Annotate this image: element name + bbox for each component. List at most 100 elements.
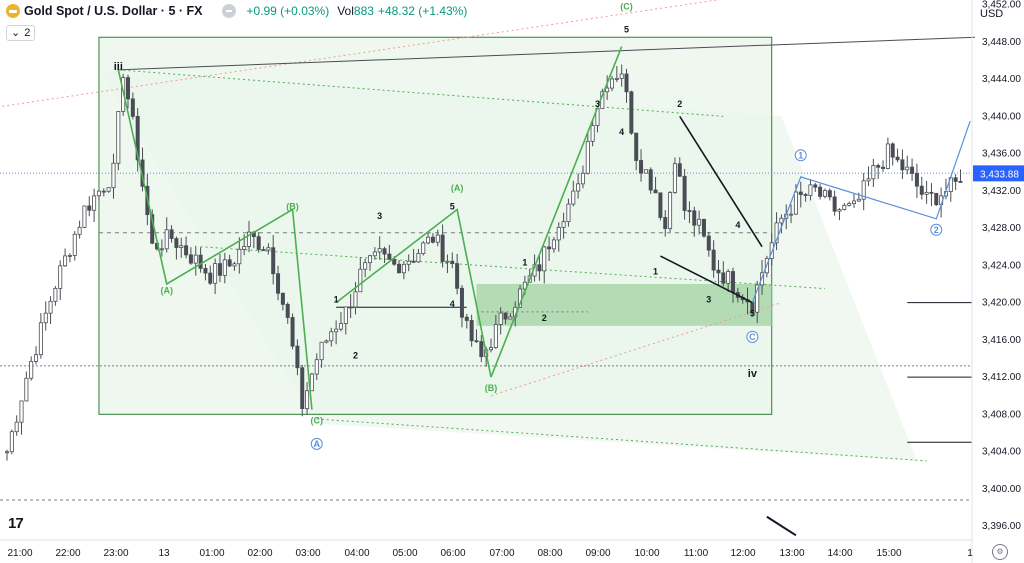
candle-body — [416, 253, 421, 263]
x-tick-label: 1 — [967, 548, 973, 559]
wave-label-circle — [746, 330, 759, 343]
y-tick-label: 3,404.00 — [982, 447, 1021, 458]
wave-label: C — [749, 332, 756, 342]
candle-body — [885, 143, 890, 169]
candle-body — [469, 320, 474, 342]
candle-body — [508, 316, 513, 320]
candle-body — [217, 263, 222, 276]
candle-body — [576, 183, 581, 192]
symbol-title[interactable]: Gold Spot / U.S. Dollar · 5 · FX — [24, 4, 203, 18]
candle-body — [610, 78, 615, 89]
candle-body — [324, 340, 329, 343]
tradingview-logo-icon: 17 — [8, 515, 24, 532]
candle-body — [910, 166, 915, 174]
candle-body — [184, 245, 189, 256]
wave-label-circle — [310, 437, 323, 450]
wave-label-circle — [930, 223, 943, 236]
candle-body — [474, 340, 479, 343]
candle-body — [450, 260, 455, 264]
x-tick-label: 04:00 — [344, 548, 369, 559]
candle-body — [387, 253, 392, 260]
candle-body — [503, 312, 508, 320]
candle-body — [72, 233, 77, 256]
wave-label: 2 — [934, 225, 939, 235]
indicators-count: 2 — [24, 27, 31, 39]
y-tick-label: 3,428.00 — [982, 223, 1021, 234]
indicators-toggle[interactable]: ⌄ 2 — [6, 25, 36, 41]
candle-body — [624, 73, 629, 93]
candle-body — [561, 221, 566, 228]
candle-body — [48, 300, 53, 314]
candle-body — [372, 251, 377, 257]
wave-label: iii — [114, 61, 123, 73]
candle-body — [43, 312, 48, 324]
channel-lower-line — [490, 302, 782, 397]
symbol-header: Gold Spot / U.S. Dollar · 5 · FX +0.99 (… — [6, 4, 467, 18]
candle-body — [716, 269, 721, 274]
candle-body — [648, 169, 653, 191]
candle-body — [377, 248, 382, 253]
candle-body — [905, 166, 910, 171]
wave-label: (B) — [485, 383, 498, 393]
wave-label: 1 — [653, 267, 658, 277]
candle-body — [426, 236, 431, 244]
y-tick-label: 3,416.00 — [982, 335, 1021, 346]
candle-body — [358, 268, 363, 293]
trendline-dotted-mid — [200, 246, 825, 290]
candle-body — [861, 180, 866, 200]
candle-body — [755, 284, 760, 313]
trendline-top — [118, 36, 976, 71]
candle-body — [126, 77, 131, 100]
candle-body — [382, 248, 387, 255]
x-tick-label: 08:00 — [537, 548, 562, 559]
y-tick-label: 3,432.00 — [982, 186, 1021, 197]
y-tick-label: 3,396.00 — [982, 521, 1021, 532]
wave-label: 3 — [706, 295, 711, 305]
candle-body — [363, 262, 368, 270]
candle-body — [498, 312, 503, 325]
wave-label: (B) — [286, 201, 299, 211]
candle-body — [285, 303, 290, 318]
gear-icon[interactable]: ⚙ — [992, 544, 1008, 560]
candle-body — [174, 238, 179, 248]
candle-body — [822, 190, 827, 197]
wave-label: 3 — [595, 99, 600, 109]
candle-body — [9, 431, 14, 453]
candle-body — [242, 246, 247, 250]
candle-body — [929, 191, 934, 194]
x-tick-label: 12:00 — [730, 548, 755, 559]
candle-body — [571, 190, 576, 205]
candle-body — [605, 87, 610, 93]
candle-body — [798, 191, 803, 195]
candle-body — [421, 242, 426, 254]
wedge-lower-line — [660, 255, 753, 304]
candle-body — [837, 209, 842, 212]
candle-body — [726, 271, 731, 284]
candle-body — [67, 254, 72, 257]
candle-body — [789, 213, 794, 216]
candle-body — [353, 291, 358, 308]
last-price-badge — [973, 165, 1024, 182]
y-tick-label: 3,448.00 — [982, 37, 1021, 48]
x-tick-label: 14:00 — [827, 548, 852, 559]
candle-body — [818, 186, 823, 197]
candle-body — [101, 190, 106, 193]
candle-body — [19, 400, 24, 423]
wave-label: (C) — [620, 1, 633, 11]
x-tick-label: 10:00 — [634, 548, 659, 559]
candle-body — [493, 324, 498, 348]
wave-label: (A) — [451, 183, 464, 193]
candle-body — [537, 264, 542, 272]
candle-body — [793, 191, 798, 215]
candle-body — [827, 190, 832, 198]
x-tick-label: 22:00 — [55, 548, 80, 559]
wave-label: 2 — [542, 313, 547, 323]
volume-label: Vol — [337, 4, 354, 18]
candle-body — [590, 125, 595, 142]
candle-body — [222, 259, 227, 276]
candle-body — [276, 273, 281, 294]
y-tick-label: 3,444.00 — [982, 74, 1021, 85]
wave-label: 5 — [624, 25, 629, 35]
currency-label[interactable]: USD — [980, 8, 1004, 20]
